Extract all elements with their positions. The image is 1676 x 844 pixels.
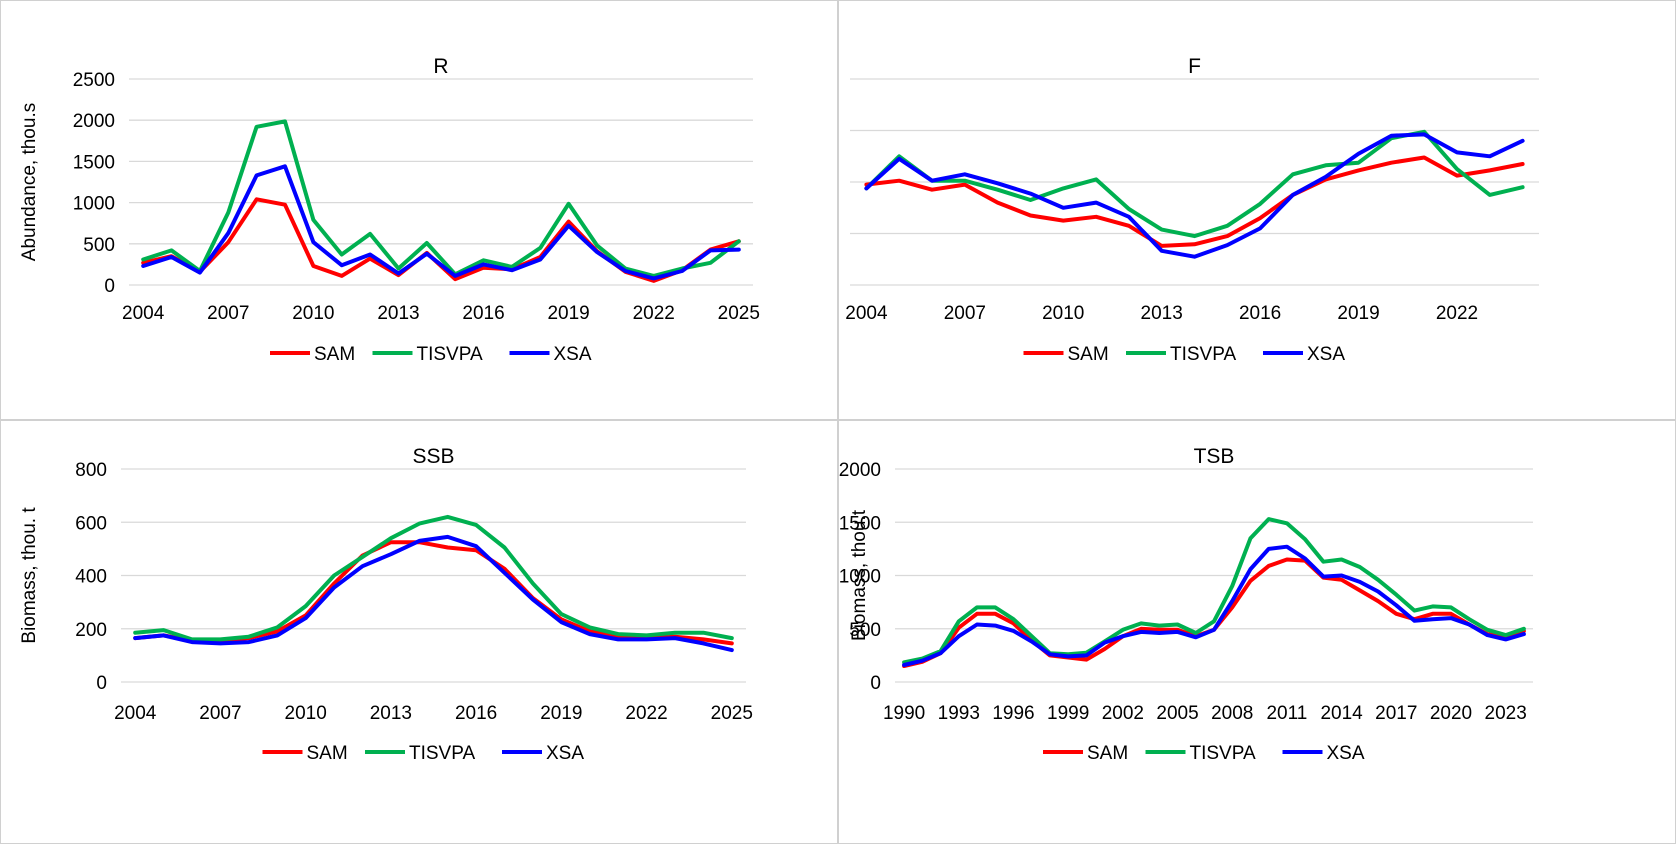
- series-line-xsa: [133, 534, 734, 653]
- x-tick-label: 2010: [285, 703, 327, 724]
- legend-label-sam: SAM: [1068, 344, 1109, 365]
- x-tick-label: 2013: [370, 703, 412, 724]
- x-tick-label: 2002: [1102, 703, 1144, 724]
- legend-label-xsa: XSA: [1307, 344, 1345, 365]
- legend-label-tisvpa: TISVPA: [1190, 743, 1256, 764]
- x-tick-label: 2020: [1430, 703, 1472, 724]
- x-tick-label: 1999: [1047, 703, 1089, 724]
- chart-title: SSB: [412, 445, 454, 468]
- chart-panel-f: F00.20.40.60.820042007201020132016201920…: [838, 0, 1676, 420]
- x-tick-label: 2025: [718, 303, 760, 324]
- chart-panel-tsb: TSB 0 500 1000 1500 2000 1990 1993 1996 1999 2002 2…: [838, 420, 1676, 844]
- y-tick-label: 1500: [73, 152, 115, 173]
- chart-tsb: TSB 0 500 1000 1500 2000 1990 1993 1996 1999 2002 2…: [839, 445, 1533, 764]
- y-axis-label: Biomass, thou. t: [19, 507, 40, 644]
- y-tick-label: 0: [870, 673, 881, 694]
- legend-label-sam: SAM: [314, 344, 355, 365]
- x-tick-label: 2005: [1156, 703, 1198, 724]
- x-tick-label: 2019: [547, 303, 589, 324]
- y-tick-label: 1500: [839, 513, 881, 534]
- chart-title: F: [1188, 55, 1201, 78]
- legend-label-tisvpa: TISVPA: [1170, 344, 1236, 365]
- chart-f: F00.20.40.60.820042007201020132016201920…: [845, 55, 1539, 365]
- legend-label-tisvpa: TISVPA: [409, 743, 475, 764]
- x-tick-label: 2016: [455, 703, 497, 724]
- x-tick-label: 2007: [199, 703, 241, 724]
- legend-label-xsa: XSA: [554, 344, 592, 365]
- x-tick-label: 2016: [1239, 303, 1281, 324]
- y-tick-label: 400: [75, 567, 107, 588]
- x-tick-label: 1993: [938, 703, 980, 724]
- y-axis-label: Biomass, thou.t: [849, 509, 870, 641]
- y-tick-label: 1000: [839, 567, 881, 588]
- legend-label-xsa: XSA: [1327, 743, 1365, 764]
- chart-title: R: [433, 55, 448, 78]
- x-tick-label: 2011: [1266, 703, 1307, 724]
- x-tick-label: 2019: [1337, 303, 1379, 324]
- series-line-tisvpa: [902, 517, 1526, 665]
- chart-panel-ssb: SSB 0 200 400 600 800 2004 2007 2010 2013 2016 2019…: [0, 420, 838, 844]
- x-tick-label: 1990: [883, 703, 925, 724]
- x-tick-label: 2022: [1436, 303, 1478, 324]
- x-tick-label: 2016: [462, 303, 504, 324]
- x-tick-label: 2022: [625, 703, 667, 724]
- x-tick-label: 2010: [1042, 303, 1084, 324]
- y-tick-label: 500: [849, 620, 881, 641]
- y-tick-label: 2500: [73, 70, 115, 91]
- y-tick-label: 1000: [73, 194, 115, 215]
- x-tick-label: 2025: [711, 703, 753, 724]
- series-line-sam: [864, 155, 1525, 248]
- y-tick-label: 800: [75, 460, 107, 481]
- y-tick-label: 0: [96, 673, 107, 694]
- legend-label-tisvpa: TISVPA: [417, 344, 483, 365]
- x-tick-label: 2004: [122, 303, 165, 324]
- series-line-xsa: [902, 544, 1526, 667]
- series-line-tisvpa: [133, 514, 734, 642]
- x-tick-label: 2022: [633, 303, 675, 324]
- x-tick-label: 2007: [207, 303, 249, 324]
- series-line-tisvpa: [141, 119, 741, 278]
- x-tick-label: 2014: [1320, 703, 1363, 724]
- y-tick-label: 0: [104, 276, 115, 297]
- legend-label-sam: SAM: [1087, 743, 1128, 764]
- chart-ssb: SSB 0 200 400 600 800 2004 2007 2010 2013 2016 2019…: [19, 445, 753, 764]
- legend-label-xsa: XSA: [546, 743, 584, 764]
- x-tick-label: 2019: [540, 703, 582, 724]
- chart-r: R 0 500 1000 1500 2000 2500 2004 2007 2010 2013 201…: [19, 55, 760, 365]
- y-tick-label: 200: [75, 620, 107, 641]
- y-axis-label: Abundance, thou.s: [19, 103, 40, 261]
- series-line-sam: [141, 197, 741, 283]
- x-tick-label: 2023: [1485, 703, 1527, 724]
- x-tick-label: 1996: [992, 703, 1034, 724]
- x-tick-label: 2004: [845, 303, 888, 324]
- x-tick-label: 2004: [114, 703, 157, 724]
- series-line-xsa: [864, 132, 1525, 259]
- x-tick-label: 2013: [377, 303, 419, 324]
- chart-title: TSB: [1194, 445, 1235, 468]
- x-tick-label: 2010: [292, 303, 334, 324]
- series-line-xsa: [141, 164, 741, 281]
- x-tick-label: 2008: [1211, 703, 1253, 724]
- x-tick-label: 2007: [944, 303, 986, 324]
- x-tick-label: 2017: [1375, 703, 1417, 724]
- x-tick-label: 2013: [1141, 303, 1183, 324]
- y-tick-label: 600: [75, 513, 107, 534]
- legend-label-sam: SAM: [307, 743, 348, 764]
- y-tick-label: 2000: [839, 460, 881, 481]
- chart-panel-r: R 0 500 1000 1500 2000 2500 2004 2007 2010 2013 201…: [0, 0, 838, 420]
- y-tick-label: 500: [83, 235, 115, 256]
- y-tick-label: 2000: [73, 111, 115, 132]
